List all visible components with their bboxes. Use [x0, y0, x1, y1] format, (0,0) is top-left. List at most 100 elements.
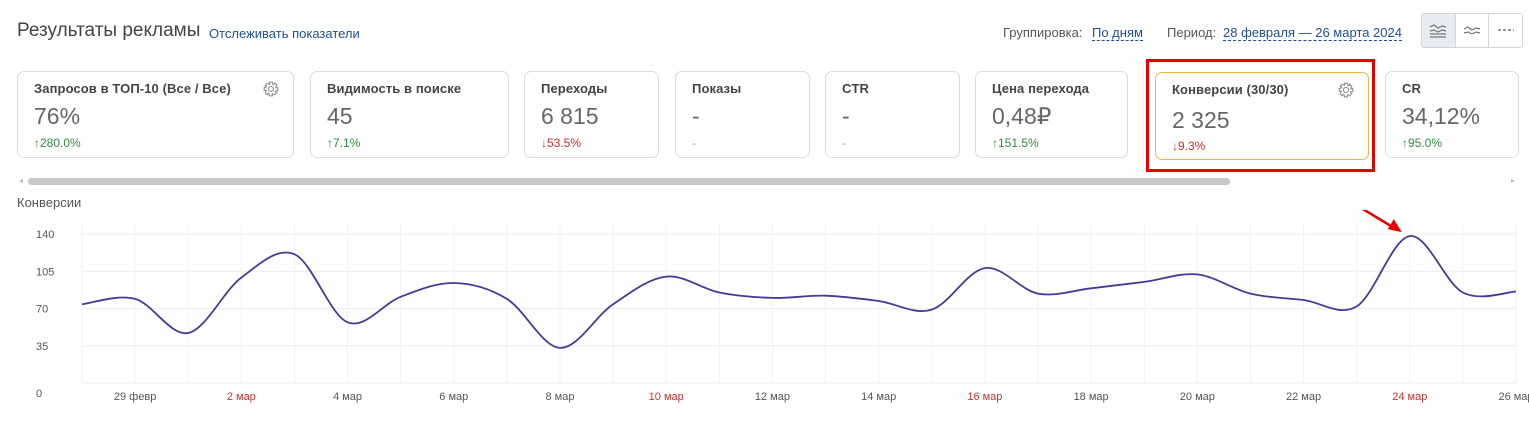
- metric-value: 45: [327, 103, 353, 129]
- data-point: [133, 297, 137, 301]
- x-tick-label: 22 мар: [1286, 391, 1321, 403]
- metric-card-click-price[interactable]: Цена перехода 0,48₽ ↑151.5%: [975, 71, 1128, 158]
- gear-icon[interactable]: [263, 81, 279, 97]
- metric-card-conversions[interactable]: Конверсии (30/30) 2 325 ↓9.3%: [1155, 72, 1369, 160]
- data-point: [1302, 298, 1306, 302]
- data-point: [1195, 272, 1199, 276]
- metric-card-cr[interactable]: CR 34,12% ↑95.0%: [1385, 71, 1519, 158]
- metric-change: ↑280.0%: [34, 136, 81, 150]
- view-toggle-group: [1421, 13, 1523, 48]
- annotation-arrow-line: [1362, 210, 1394, 229]
- metric-value: 76%: [34, 103, 81, 129]
- metric-label: Цена перехода: [992, 81, 1090, 96]
- chart-title: Конверсии: [17, 195, 82, 210]
- view-area-button[interactable]: [1422, 14, 1455, 47]
- series-line: [81, 235, 1517, 349]
- data-point: [399, 295, 403, 299]
- data-point: [877, 299, 881, 303]
- metric-label: CTR: [842, 81, 870, 96]
- x-tick-label: 10 мар: [649, 391, 684, 403]
- metric-value: 34,12%: [1402, 103, 1481, 129]
- chart-area-icon: [1430, 23, 1447, 38]
- metric-value: 6 815: [541, 103, 599, 129]
- data-point: [1461, 291, 1465, 295]
- x-tick-label: 4 мар: [333, 391, 362, 403]
- chart-line-icon: [1463, 25, 1481, 35]
- data-point: [1142, 280, 1146, 284]
- x-tick-label: 12 мар: [755, 391, 790, 403]
- period-label: Период:: [1167, 25, 1217, 40]
- annotation-arrow-head: [1387, 219, 1402, 233]
- metric-value: -: [692, 103, 700, 129]
- metric-value: 0,48₽: [992, 103, 1052, 129]
- metric-label: Видимость в поиске: [327, 81, 462, 96]
- metric-value: 2 325: [1172, 107, 1230, 133]
- x-tick-label: 18 мар: [1074, 391, 1109, 403]
- data-point: [1248, 292, 1252, 296]
- data-point: [239, 276, 243, 280]
- page-title: Результаты рекламы: [17, 20, 201, 41]
- metric-value: -: [842, 103, 850, 129]
- metric-label: Конверсии (30/30): [1172, 82, 1289, 97]
- metric-card-visibility[interactable]: Видимость в поиске 45 ↑7.1%: [310, 71, 509, 158]
- track-metrics-link[interactable]: Отслеживать показатели: [209, 26, 360, 41]
- data-point: [770, 296, 774, 300]
- y-tick-label: 0: [36, 388, 42, 400]
- data-point: [611, 302, 615, 306]
- grouping-label: Группировка:: [1003, 25, 1083, 40]
- metric-change: -: [692, 136, 696, 150]
- scroll-right-arrow[interactable]: ▸: [1511, 176, 1516, 185]
- metric-change: ↑7.1%: [327, 136, 361, 150]
- y-tick-label: 35: [36, 341, 48, 353]
- metric-card-clicks[interactable]: Переходы 6 815 ↓53.5%: [524, 71, 659, 158]
- data-point: [1355, 304, 1359, 308]
- y-tick-label: 70: [36, 304, 48, 316]
- x-tick-label: 26 мар: [1498, 391, 1529, 403]
- view-dash-button[interactable]: [1488, 14, 1522, 47]
- metric-label: CR: [1402, 81, 1421, 96]
- data-point: [824, 294, 828, 298]
- x-tick-label: 29 февр: [114, 391, 156, 403]
- data-point: [1514, 289, 1518, 293]
- data-point: [186, 331, 190, 335]
- x-tick-label: 16 мар: [967, 391, 1002, 403]
- metric-label: Запросов в ТОП-10 (Все / Все): [34, 81, 231, 96]
- data-point: [292, 252, 296, 256]
- data-point: [664, 275, 668, 279]
- data-point: [505, 297, 509, 301]
- metric-card-top10[interactable]: Запросов в ТОП-10 (Все / Все) 76% ↑280.0%: [17, 71, 294, 158]
- data-point: [983, 266, 987, 270]
- data-point: [1036, 292, 1040, 296]
- gear-icon[interactable]: [1338, 82, 1354, 98]
- data-point: [346, 320, 350, 324]
- metric-change: ↑95.0%: [1402, 136, 1443, 150]
- grouping-selector[interactable]: По дням: [1092, 25, 1143, 41]
- metric-label: Показы: [692, 81, 742, 96]
- metric-change: ↓9.3%: [1172, 139, 1206, 153]
- x-tick-label: 8 мар: [546, 391, 575, 403]
- x-tick-label: 6 мар: [439, 391, 468, 403]
- scroll-left-arrow[interactable]: ◂: [19, 176, 24, 185]
- x-tick-label: 24 мар: [1392, 391, 1427, 403]
- metric-label: Переходы: [541, 81, 608, 96]
- x-tick-label: 14 мар: [861, 391, 896, 403]
- chart-dash-icon: [1497, 28, 1514, 31]
- y-tick-label: 140: [36, 229, 54, 241]
- x-tick-label: 2 мар: [227, 391, 256, 403]
- metric-card-impressions[interactable]: Показы - -: [675, 71, 810, 158]
- view-line-button[interactable]: [1454, 14, 1489, 47]
- period-selector[interactable]: 28 февраля — 26 марта 2024: [1223, 25, 1402, 41]
- x-tick-label: 20 мар: [1180, 391, 1215, 403]
- data-point: [558, 346, 562, 350]
- metric-change: ↓53.5%: [541, 136, 582, 150]
- data-point: [717, 291, 721, 295]
- conversions-chart: 0 35 70 105 140 29 февр 2 мар 4 мар 6 мар 8 мар 10…: [36, 210, 1529, 403]
- data-point: [80, 302, 84, 306]
- data-point: [452, 281, 456, 285]
- data-point: [930, 308, 934, 312]
- data-point: [1408, 234, 1412, 238]
- metric-card-ctr[interactable]: CTR - -: [825, 71, 960, 158]
- metric-change: -: [842, 136, 846, 150]
- metric-change: ↑151.5%: [992, 136, 1039, 150]
- horizontal-scrollbar[interactable]: [28, 178, 1230, 185]
